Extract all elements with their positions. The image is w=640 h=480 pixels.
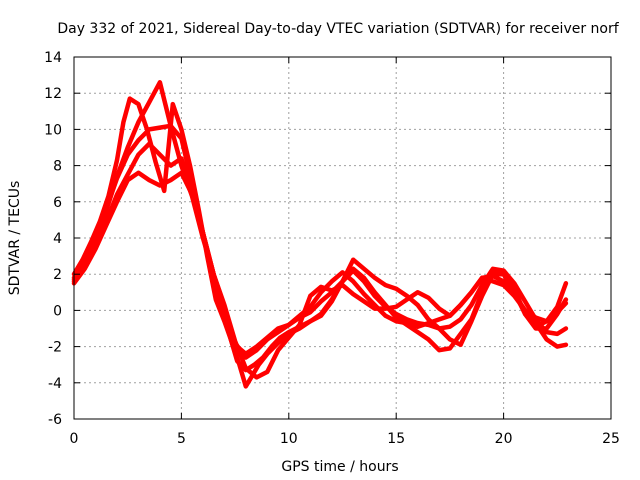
y-axis-label: SDTVAR / TECUs [7,181,23,296]
series-line-day-1 [71,96,569,373]
y-tick-label: 4 [53,231,62,247]
y-tick-label: 14 [44,50,62,66]
chart-title: Day 332 of 2021, Sidereal Day-to-day VTE… [57,21,619,37]
axis-layer: 0 5 10 15 20 25 -6 -4 -2 0 2 4 6 8 10 12 14 [44,50,620,447]
y-tick-label: -4 [48,376,62,392]
series-line-day-5 [71,170,569,380]
x-tick-label: 20 [495,431,513,447]
series-line-day-4 [71,141,569,357]
series-line-day-2 [71,80,569,389]
y-tick-label: 2 [53,267,62,283]
x-tick-label: 15 [387,431,405,447]
grid-layer [74,57,611,419]
y-tick-label: 12 [44,86,62,102]
x-tick-label: 10 [280,431,298,447]
x-axis-label: GPS time / hours [281,459,398,475]
y-tick-label: 8 [53,159,62,175]
y-tick-label: -6 [48,412,62,428]
x-tick-label: 25 [602,431,620,447]
y-tick-label: -2 [48,340,62,356]
series-line-day-3 [71,123,569,360]
y-tick-label: 10 [44,122,62,138]
y-tick-label: 6 [53,195,62,211]
series-layer [71,80,569,389]
y-tick-label: 0 [53,303,62,319]
x-tick-label: 5 [177,431,186,447]
x-tick-label: 0 [70,431,79,447]
